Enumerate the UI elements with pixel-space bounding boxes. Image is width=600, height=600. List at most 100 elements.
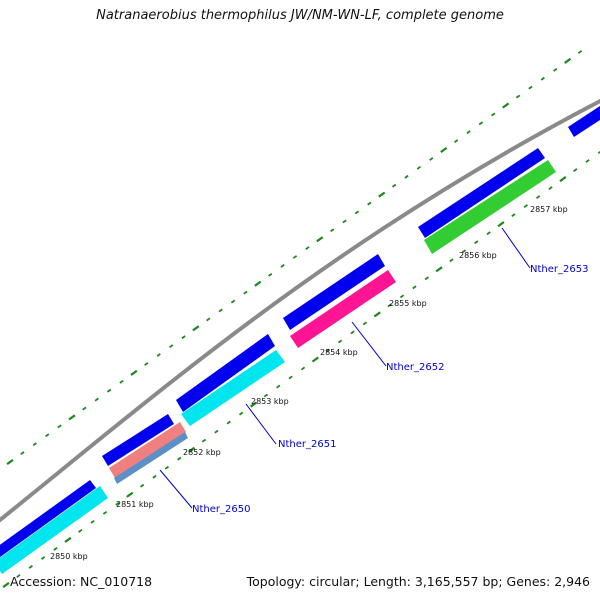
inner-track-tick — [573, 168, 578, 172]
kbp-label-2851: 2851 kbp — [116, 500, 154, 509]
inner-track-tick — [325, 348, 330, 353]
inner-track-tick — [399, 294, 405, 299]
inner-track-tick — [115, 501, 120, 506]
outer-track-tick — [68, 414, 76, 421]
outer-track-tick — [416, 165, 422, 170]
inner-track-tick — [424, 276, 429, 281]
outer-track-tick — [577, 50, 583, 54]
outer-track-tick — [280, 263, 285, 268]
genome-backbone — [0, 98, 600, 523]
inner-track-tick — [523, 204, 528, 209]
callout-line-nther-2653 — [501, 227, 531, 269]
inner-track-tick — [16, 574, 21, 578]
inner-track-tick — [486, 231, 491, 236]
outer-track-tick — [553, 67, 558, 72]
outer-track-tick — [316, 236, 324, 243]
inner-track-tick — [2, 582, 10, 588]
inner-track-tick — [139, 483, 145, 488]
outer-track-tick — [20, 451, 25, 456]
position-label-group: 2850 kbp 2851 kbp 2852 kbp 2853 kbp 2854… — [50, 205, 568, 561]
inner-track-tick — [497, 221, 505, 228]
outer-track-tick — [106, 388, 112, 393]
outer-track-tick — [206, 317, 211, 322]
gene-label-nther-2653[interactable]: Nther_2653 — [530, 264, 588, 275]
map-title: Natranaerobius thermophilus JW/NM-WN-LF,… — [96, 8, 504, 23]
inner-track-tick — [276, 384, 281, 389]
inner-track-tick — [188, 446, 196, 453]
outer-track-tick — [367, 201, 372, 206]
outer-track-tick — [168, 344, 174, 349]
forward-cds-4[interactable] — [283, 254, 385, 330]
inner-track-tick — [511, 213, 516, 218]
inner-track-tick — [387, 303, 392, 308]
gene-nther-2653-feature[interactable] — [424, 160, 556, 254]
kbp-label-2857: 2857 kbp — [530, 205, 568, 214]
inner-track-tick — [126, 491, 134, 498]
outer-track-tick — [378, 191, 386, 198]
inner-track-tick — [597, 150, 600, 154]
gene-nther-2650-upper-part[interactable] — [109, 422, 186, 478]
forward-cds-5[interactable] — [418, 148, 545, 238]
gene-cyan-feature-left[interactable] — [0, 486, 108, 574]
inner-tick-track — [2, 150, 600, 588]
forward-cds-1[interactable] — [0, 480, 96, 560]
outer-track-tick — [57, 424, 62, 429]
inner-track-tick — [53, 546, 58, 551]
outer-track-tick — [453, 139, 459, 144]
inner-track-tick — [238, 411, 244, 416]
kbp-label-2852: 2852 kbp — [183, 448, 221, 457]
inner-track-tick — [28, 565, 33, 569]
genome-summary-text: Topology: circular; Length: 3,165,557 bp… — [246, 574, 590, 589]
outer-track-tick — [130, 369, 138, 376]
outer-track-tick — [391, 183, 397, 188]
outer-track-tick — [268, 272, 273, 277]
gene-nther-2650-lower-part[interactable] — [114, 432, 188, 484]
forward-cds-6[interactable] — [568, 106, 600, 137]
outer-track-tick — [564, 57, 572, 64]
inner-track-tick — [585, 159, 590, 163]
forward-cds-2[interactable] — [102, 414, 174, 466]
gene-nther-2651-feature[interactable] — [181, 350, 285, 426]
inner-track-tick — [362, 321, 368, 326]
inner-track-tick — [449, 258, 454, 263]
inner-track-tick — [78, 528, 83, 533]
outer-track-tick — [32, 442, 37, 447]
inner-track-tick — [152, 474, 157, 479]
gene-label-nther-2650[interactable]: Nther_2650 — [192, 504, 250, 515]
outer-track-tick — [540, 76, 545, 81]
outer-track-tick — [218, 308, 223, 313]
kbp-label-2854: 2854 kbp — [320, 348, 358, 357]
kbp-label-2853: 2853 kbp — [251, 397, 289, 406]
outer-track-tick — [156, 353, 161, 357]
outer-track-tick — [502, 102, 510, 109]
outer-track-tick — [144, 362, 149, 366]
gene-nther-2652-feature[interactable] — [290, 270, 396, 348]
inner-track-tick — [548, 186, 553, 191]
inner-track-tick — [350, 330, 355, 335]
inner-track-tick — [412, 285, 417, 290]
outer-track-tick — [243, 290, 248, 295]
forward-cds-3[interactable] — [176, 334, 275, 412]
inner-track-tick — [288, 375, 293, 380]
callout-line-nther-2651 — [245, 403, 277, 445]
outer-track-tick — [45, 433, 50, 438]
forward-strand-cds-track — [0, 106, 600, 560]
gene-feature-track — [0, 160, 556, 574]
outer-track-tick — [429, 157, 434, 161]
outer-track-tick — [342, 219, 347, 224]
outer-track-tick — [330, 228, 335, 233]
inner-track-tick — [461, 249, 467, 254]
kbp-label-2850: 2850 kbp — [50, 552, 88, 561]
inner-track-tick — [263, 393, 269, 398]
inner-track-tick — [311, 356, 319, 363]
outer-track-tick — [119, 379, 124, 384]
inner-track-tick — [177, 456, 182, 461]
inner-track-tick — [535, 195, 541, 200]
gene-label-nther-2651[interactable]: Nther_2651 — [278, 439, 336, 450]
outer-track-tick — [181, 335, 186, 340]
outer-track-tick — [82, 406, 87, 411]
gene-label-nther-2652[interactable]: Nther_2652 — [386, 362, 444, 373]
callout-line-nther-2650 — [159, 469, 193, 509]
